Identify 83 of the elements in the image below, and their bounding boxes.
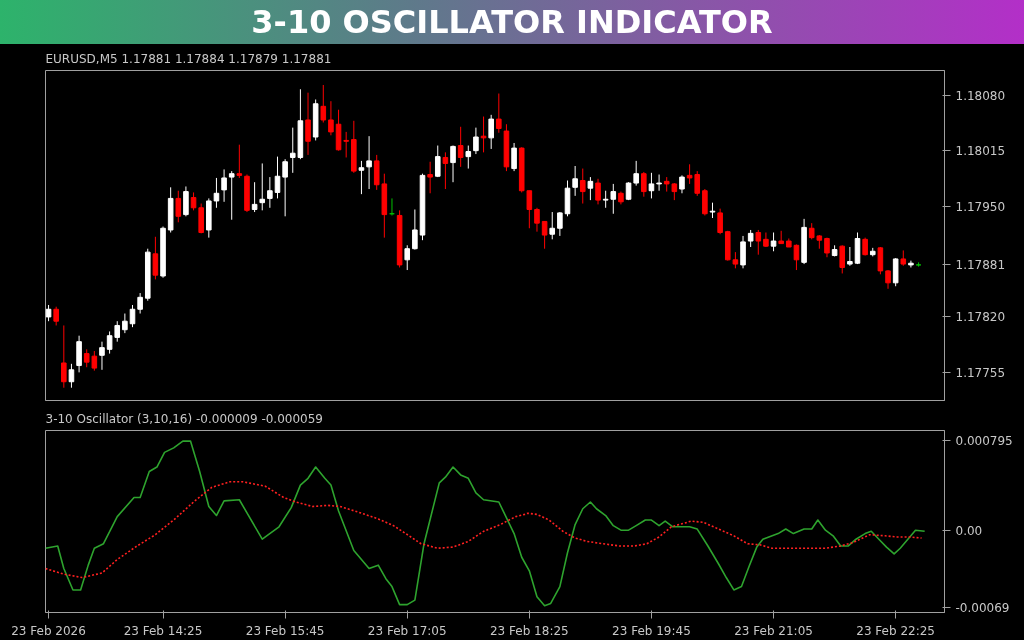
chart-title: 3-10 Oscillator (3,10,16) -0.000009 -0.000059 [45, 411, 323, 426]
candlestick [122, 313, 128, 334]
candlestick [457, 126, 464, 168]
text: 3-10 OSCILLATOR INDICATOR [251, 2, 773, 43]
candlestick [702, 188, 708, 216]
y-tick-label: 1.17755 [955, 365, 1006, 380]
candlestick [610, 183, 617, 215]
candlestick [847, 246, 853, 267]
x-tick-label: 23 Feb 22:25 [856, 623, 936, 638]
line-series [45, 480, 923, 579]
candlestick [717, 208, 723, 235]
candlestick [465, 145, 472, 170]
candlestick [892, 257, 899, 287]
x-tick-label: 23 Feb 21:05 [734, 623, 813, 638]
candlestick [221, 168, 227, 203]
candlestick [175, 190, 182, 223]
candlestick [343, 131, 349, 158]
candlestick [236, 144, 243, 179]
candlestick [68, 363, 75, 389]
candlestick [755, 229, 762, 256]
candlestick [99, 341, 105, 371]
y-tick-label: 0.000795 [955, 434, 1013, 449]
x-tick-label: 23 Feb 18:25 [489, 623, 569, 638]
candlestick [572, 165, 578, 197]
y-tick-label: 1.18015 [955, 144, 1006, 159]
candlestick [473, 127, 479, 155]
candlestick [450, 145, 456, 183]
candlestick [61, 324, 67, 389]
candlestick [442, 151, 449, 190]
candlestick [259, 162, 266, 211]
line-series [45, 440, 926, 607]
candlestick [885, 269, 891, 290]
candlestick [213, 177, 220, 209]
candlestick [770, 232, 777, 252]
y-tick-label: 1.17881 [955, 258, 1006, 273]
candlestick [511, 142, 517, 172]
candlestick [633, 160, 639, 187]
candlestick [656, 174, 662, 192]
candlestick [320, 84, 327, 124]
candlestick [267, 176, 273, 209]
candlestick [366, 135, 372, 190]
x-tick-label: 23 Feb 2026 [11, 623, 86, 638]
candlestick [53, 306, 59, 326]
candlestick [305, 92, 311, 156]
y-tick-label: 1.17950 [955, 199, 1006, 214]
candlestick [328, 100, 334, 136]
candlestick [541, 220, 548, 250]
candlestick [358, 160, 365, 195]
candlestick [496, 93, 502, 134]
y-tick-label: 1.18080 [955, 88, 1006, 103]
x-tick-label: 23 Feb 15:45 [245, 623, 325, 638]
candlestick [480, 116, 487, 153]
candlestick [412, 208, 418, 251]
candlestick [251, 181, 258, 213]
y-tick-label: 1.17820 [955, 310, 1006, 325]
candlestick [76, 335, 82, 373]
candlestick [427, 161, 433, 194]
candlestick [740, 235, 746, 269]
candlestick [595, 178, 601, 205]
candlestick [137, 292, 143, 315]
candlestick [404, 244, 411, 271]
candlestick [434, 145, 441, 178]
x-tick-label: 23 Feb 14:25 [123, 623, 203, 638]
candlestick [587, 176, 594, 201]
candlestick [557, 211, 563, 237]
x-tick-label: 23 Feb 19:45 [612, 623, 691, 638]
candlestick [549, 211, 556, 240]
candlestick [877, 246, 884, 275]
candlestick [183, 185, 189, 217]
x-tick-label: 23 Feb 17:05 [367, 623, 447, 638]
candlestick [488, 114, 494, 150]
candlestick [282, 158, 288, 217]
candlestick [526, 190, 533, 229]
candlestick [152, 236, 159, 280]
candlestick [534, 207, 540, 233]
candlestick [648, 172, 655, 199]
candlestick [579, 168, 586, 205]
y-tick-label: 0.00 [955, 523, 983, 538]
candlestick [641, 171, 647, 198]
y-tick-label: -0.00069 [955, 601, 1010, 616]
candlestick [839, 244, 846, 274]
chart-title: EURUSD,M5 1.17881 1.17884 1.17879 1.17881 [45, 51, 332, 66]
candlestick [228, 170, 235, 221]
